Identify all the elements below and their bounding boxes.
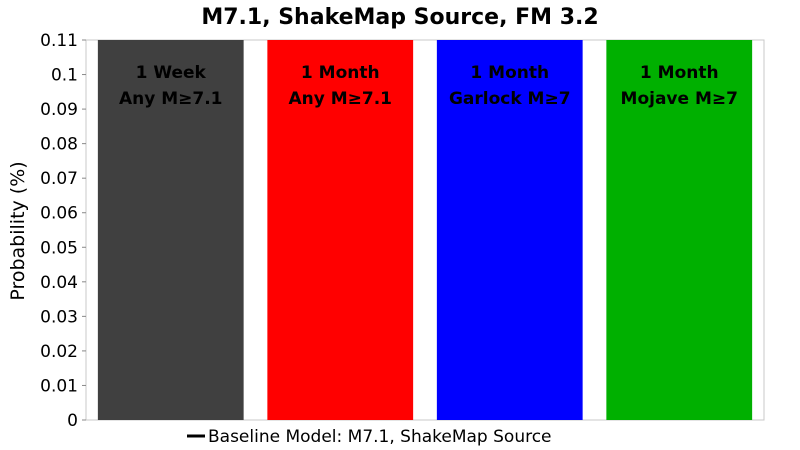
- y-tick-label: 0.02: [40, 342, 78, 362]
- bars-group: 1 Week Any M≥7.1 1 Month Any M≥7.1 1 Month Ga…: [97, 40, 753, 420]
- bar-label-line2: Mojave M≥7: [621, 89, 738, 109]
- bar-2: [267, 40, 414, 420]
- y-tick-label: 0: [67, 411, 78, 431]
- bar-label-line1: 1 Week: [136, 63, 207, 83]
- y-tick-label: 0.05: [40, 238, 78, 258]
- y-tick-label: 0.1: [51, 66, 78, 86]
- chart-title: M7.1, ShakeMap Source, FM 3.2: [201, 5, 598, 30]
- y-tick-label: 0.04: [40, 273, 78, 293]
- y-axis: 0 0.01 0.02 0.03 0.04 0.05 0.06 0.07 0.08 0.09 0.1…: [40, 31, 86, 431]
- bar-4: [606, 40, 753, 420]
- legend-label: Baseline Model: M7.1, ShakeMap Source: [208, 427, 552, 447]
- y-tick-label: 0.09: [40, 100, 78, 120]
- y-tick-label: 0.11: [40, 31, 78, 51]
- y-axis-label: Probability (%): [7, 161, 29, 300]
- y-tick-label: 0.01: [40, 376, 78, 396]
- legend: Baseline Model: M7.1, ShakeMap Source: [187, 427, 552, 447]
- bar-label-line1: 1 Month: [640, 63, 719, 83]
- y-tick-label: 0.07: [40, 169, 78, 189]
- bar-label-line1: 1 Month: [301, 63, 380, 83]
- bar-label-line2: Garlock M≥7: [449, 89, 571, 109]
- y-tick-label: 0.06: [40, 204, 78, 224]
- bar-1: [97, 40, 244, 420]
- bar-3: [436, 40, 583, 420]
- bar-label-line1: 1 Month: [470, 63, 549, 83]
- y-tick-label: 0.03: [40, 307, 78, 327]
- y-tick-label: 0.08: [40, 135, 78, 155]
- bar-label-line2: Any M≥7.1: [119, 89, 223, 109]
- bar-label-line2: Any M≥7.1: [288, 89, 392, 109]
